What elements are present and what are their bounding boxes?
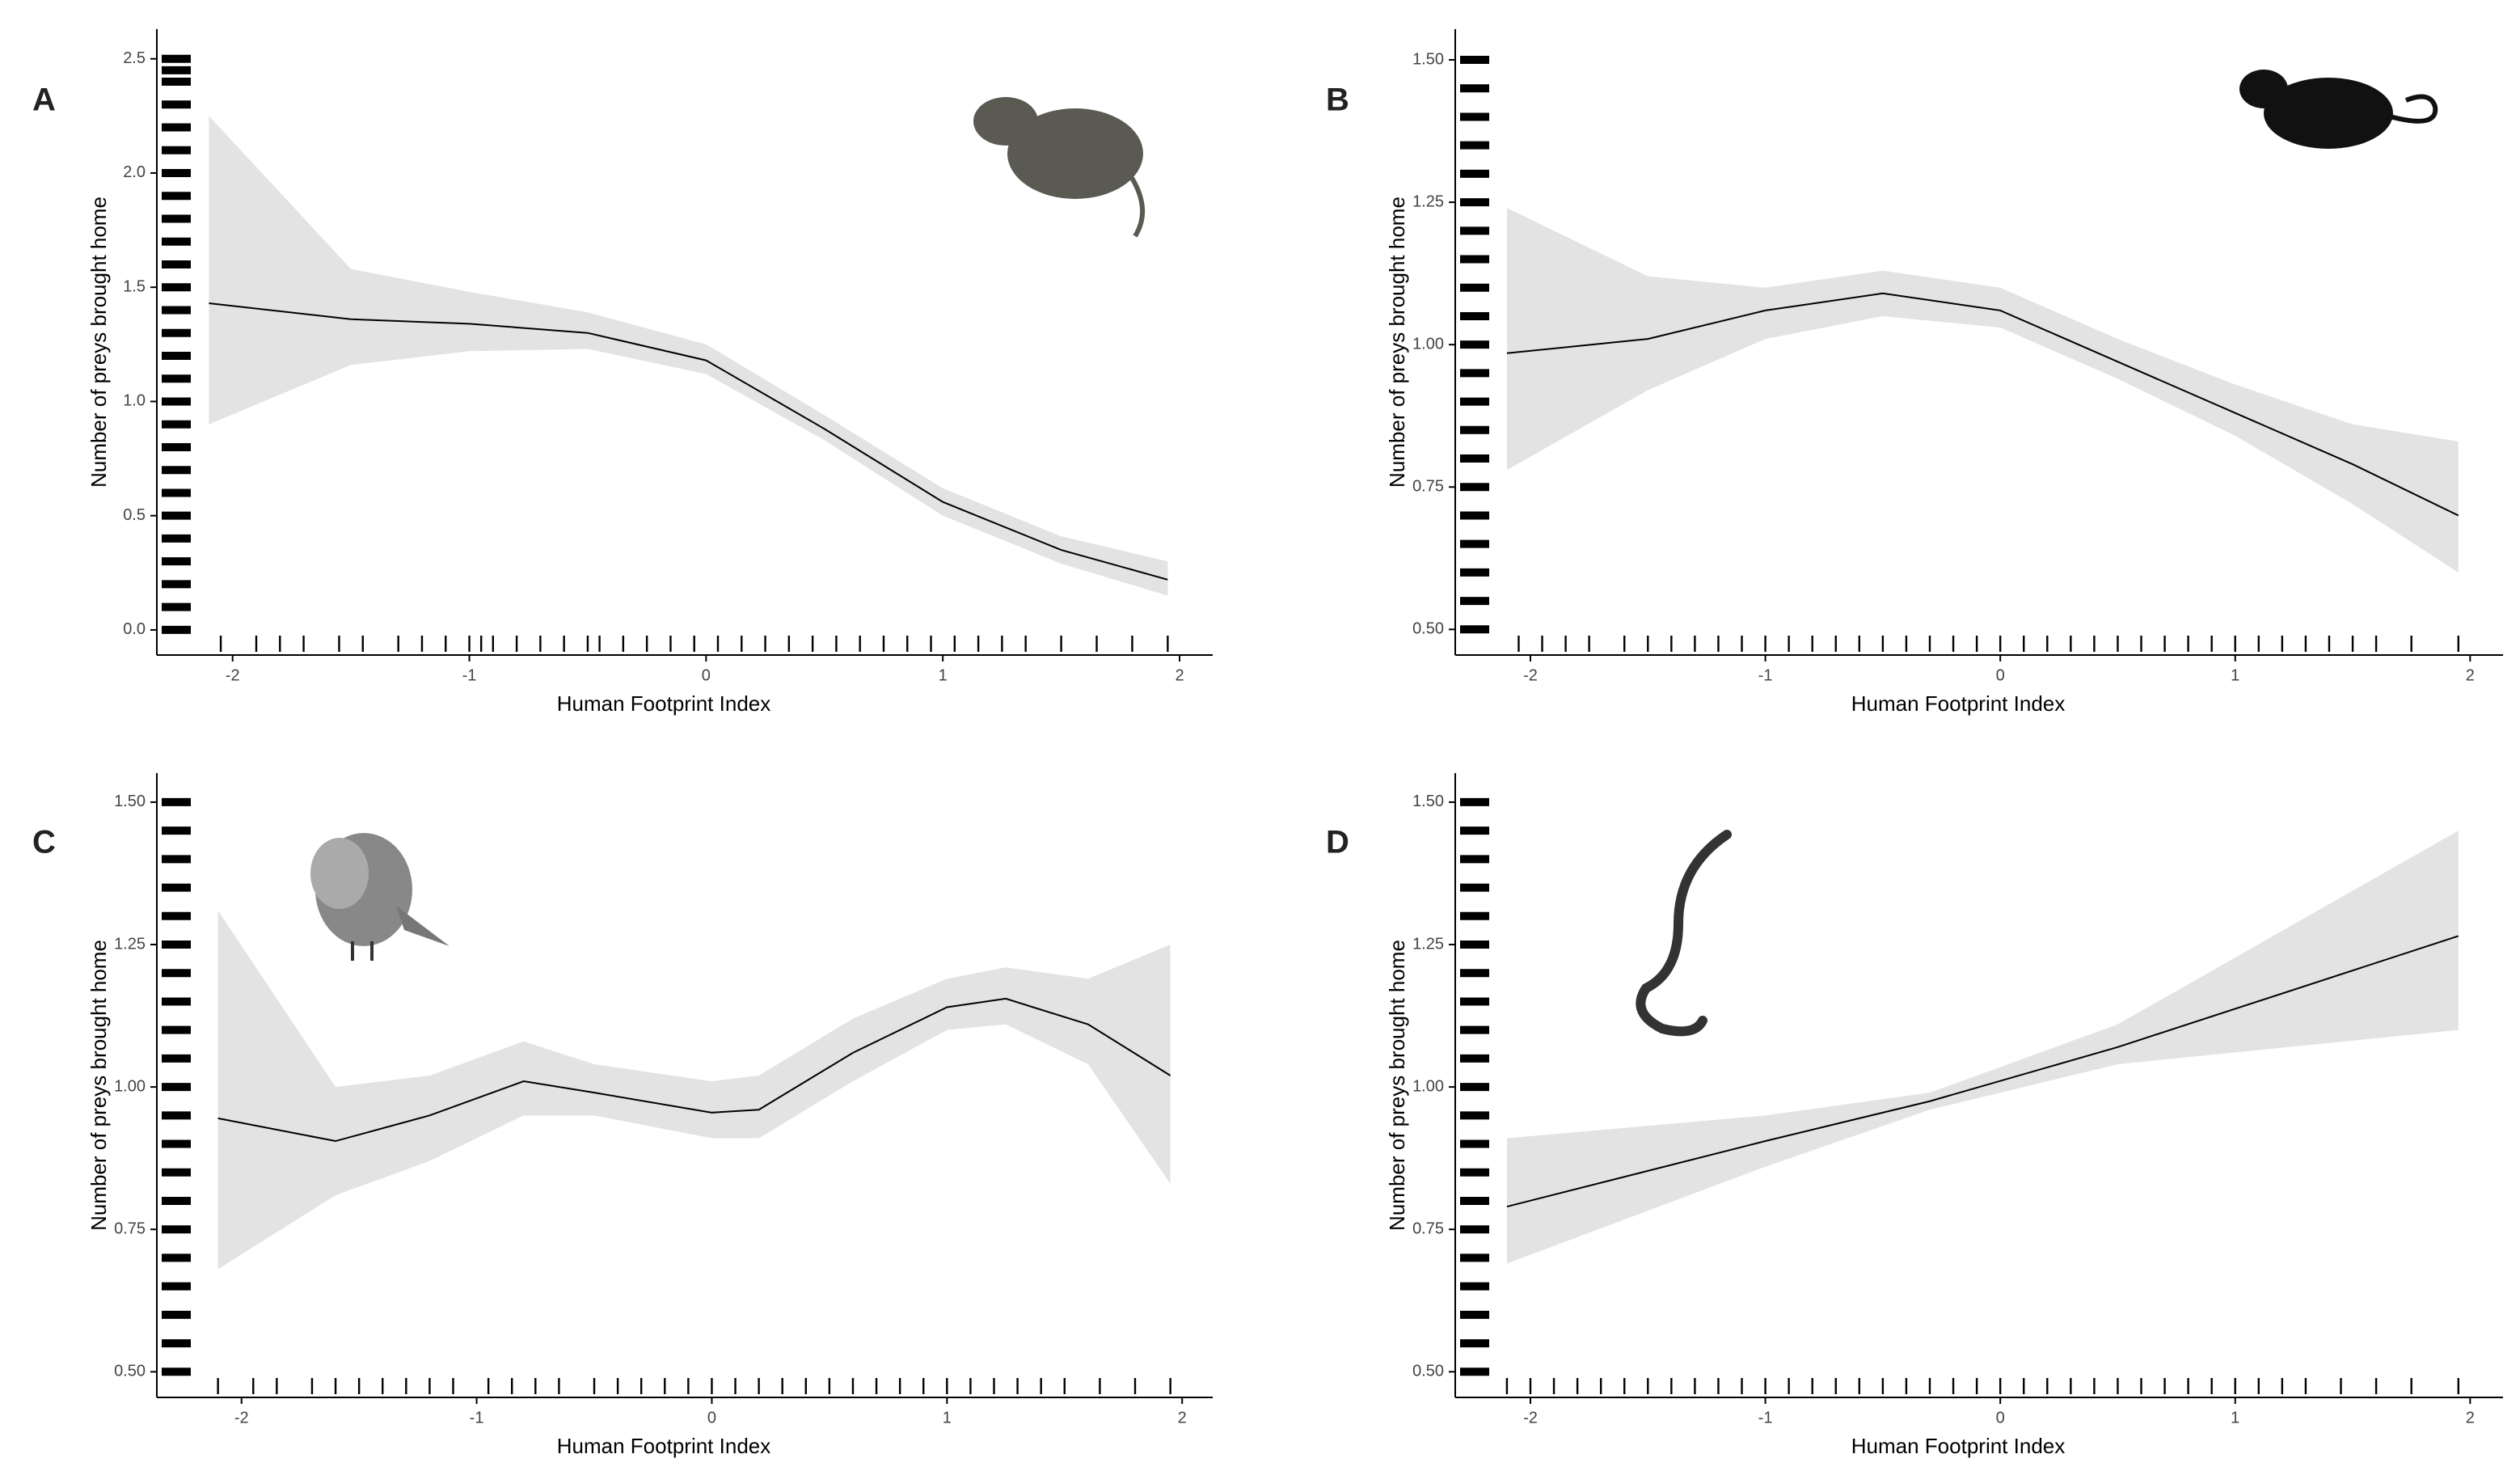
x-tick-label: 0 <box>1996 1409 2005 1427</box>
x-tick-label: 2 <box>1175 666 1184 684</box>
panel-label: D <box>1326 825 1349 860</box>
panel: -2 -1 0 1 2 0.50 0.75 1.00 1.25 1.50 Human Footpri… <box>1326 773 2503 1458</box>
x-tick-label: 1 <box>943 1409 952 1427</box>
panel: -2 -1 0 1 2 0.50 0.75 1.00 1.25 1.50 Human Footpri… <box>32 773 1213 1458</box>
y-tick-label: 1.50 <box>1412 793 1444 810</box>
x-axis-label: Human Footprint Index <box>1851 691 2065 716</box>
x-tick-label: -1 <box>1758 1409 1773 1427</box>
fit-line <box>1506 292 2459 517</box>
mouse-icon <box>2239 70 2438 149</box>
x-tick-label: -2 <box>234 1409 249 1427</box>
panel-label: A <box>32 82 56 118</box>
y-tick-label: 1.50 <box>114 793 146 810</box>
y-tick-label: 0.75 <box>114 1219 146 1237</box>
x-tick-label: 1 <box>2231 1409 2239 1427</box>
fit-line <box>217 997 1171 1143</box>
y-tick-label: 0.75 <box>1412 478 1444 496</box>
panel: -2 -1 0 1 2 0.0 0.5 1.0 1.5 2.0 2.5 Human Footprint… <box>32 29 1213 716</box>
x-tick-label: 0 <box>1996 666 2005 684</box>
y-tick-label: 1.5 <box>123 277 146 295</box>
y-tick-label: 1.50 <box>1412 50 1444 68</box>
x-tick-label: -2 <box>1523 1409 1538 1427</box>
y-tick-label: 1.25 <box>114 935 146 953</box>
y-tick-label: 1.25 <box>1412 935 1444 953</box>
x-tick-label: 2 <box>2466 666 2475 684</box>
x-tick-label: 1 <box>939 666 948 684</box>
confidence-band <box>1506 208 2459 573</box>
panel-label: C <box>32 825 56 860</box>
x-tick-label: 2 <box>1178 1409 1187 1427</box>
y-tick-label: 1.25 <box>1412 192 1444 210</box>
y-tick-label: 1.00 <box>1412 1077 1444 1095</box>
x-tick-label: -2 <box>1523 666 1538 684</box>
x-tick-label: 0 <box>702 666 711 684</box>
y-tick-label: 1.00 <box>114 1077 146 1095</box>
vole-icon <box>973 97 1146 238</box>
x-tick-label: 2 <box>2466 1409 2475 1427</box>
y-tick-label: 1.00 <box>1412 335 1444 353</box>
fit-line <box>209 302 1168 581</box>
y-tick-label: 0.50 <box>1412 1363 1444 1380</box>
x-axis-label: Human Footprint Index <box>557 1434 770 1458</box>
y-tick-label: 0.5 <box>123 506 146 524</box>
y-tick-label: 0.50 <box>1412 620 1444 638</box>
y-axis-label: Number of preys brought home <box>87 197 111 488</box>
fit-line <box>1506 935 2459 1208</box>
y-tick-label: 0.0 <box>123 620 146 638</box>
y-tick-label: 2.5 <box>123 49 146 67</box>
panel-label: B <box>1326 82 1349 118</box>
x-axis-label: Human Footprint Index <box>1851 1434 2065 1458</box>
confidence-band <box>1506 831 2459 1264</box>
x-tick-label: -1 <box>470 1409 484 1427</box>
x-tick-label: -1 <box>462 666 477 684</box>
panel: -2 -1 0 1 2 0.50 0.75 1.00 1.25 1.50 Human Footpri… <box>1326 29 2503 716</box>
x-tick-label: 0 <box>707 1409 716 1427</box>
x-tick-label: 1 <box>2231 666 2239 684</box>
x-tick-label: -2 <box>226 666 240 684</box>
y-axis-label: Number of preys brought home <box>1385 940 1409 1231</box>
x-tick-label: -1 <box>1758 666 1773 684</box>
y-tick-label: 0.75 <box>1412 1219 1444 1237</box>
confidence-band <box>217 910 1171 1270</box>
y-tick-label: 1.0 <box>123 392 146 410</box>
x-axis-label: Human Footprint Index <box>557 691 770 716</box>
y-axis-label: Number of preys brought home <box>87 940 111 1231</box>
y-tick-label: 0.50 <box>114 1363 146 1380</box>
y-axis-label: Number of preys brought home <box>1385 197 1409 488</box>
robin-icon <box>310 833 450 961</box>
lizard-icon <box>1636 830 1732 1037</box>
y-tick-label: 2.0 <box>123 163 146 181</box>
